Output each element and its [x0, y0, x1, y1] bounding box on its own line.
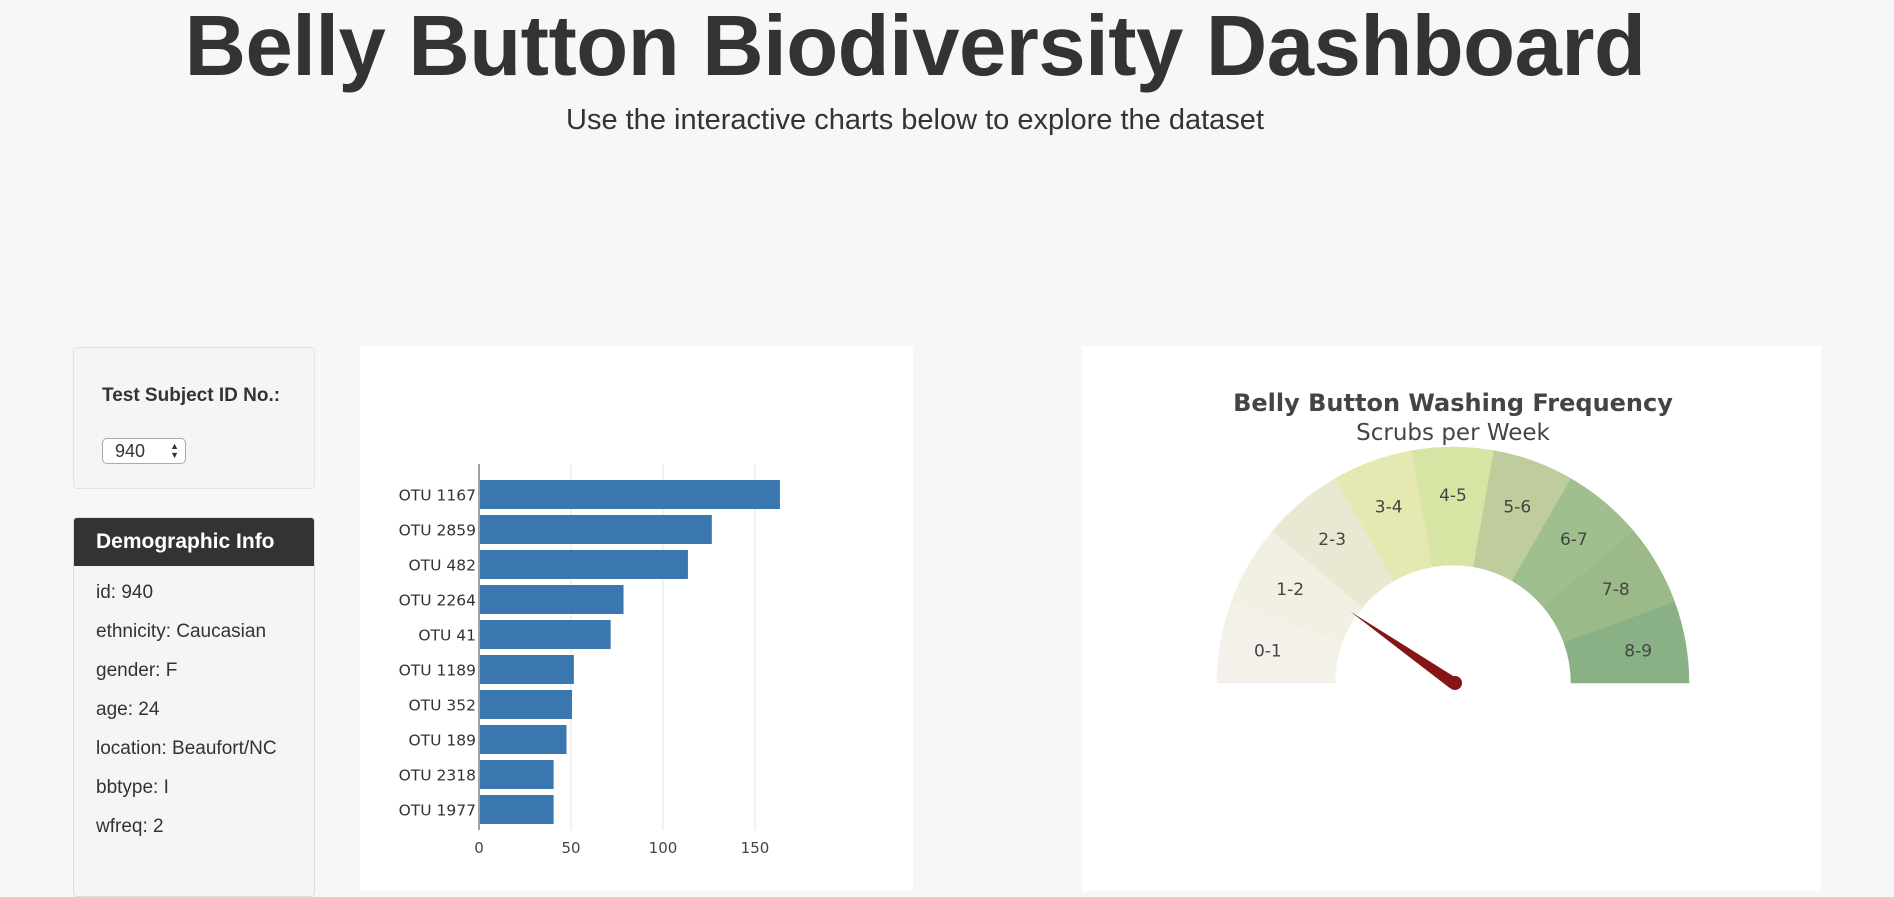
- gauge-section-label: 6-7: [1560, 530, 1588, 550]
- gauge-section-label: 2-3: [1318, 530, 1346, 550]
- gauge-section-label: 1-2: [1276, 580, 1304, 600]
- demographic-info-panel: Demographic Info id: 940 ethnicity: Cauc…: [73, 517, 315, 897]
- y-tick-label: OTU 189: [408, 732, 476, 750]
- gauge-section: [1563, 601, 1690, 684]
- select-arrows-icon: ▲ ▼: [170, 441, 179, 460]
- washing-frequency-gauge-card: Belly Button Washing Frequency Scrubs per…: [1082, 346, 1821, 891]
- bar: [480, 550, 688, 579]
- x-tick-label: 100: [649, 839, 678, 857]
- demographic-item-gender: gender: F: [96, 660, 178, 681]
- demographic-item-ethnicity: ethnicity: Caucasian: [96, 621, 267, 642]
- gauge-title: Belly Button Washing Frequency: [1233, 389, 1673, 417]
- top-otu-bar-chart-card: 0 50 100 150 OTU 1167 OTU 2859 OTU 482 OTU 2264…: [360, 346, 913, 891]
- page-title: Belly Button Biodiversity Dashboard: [184, 0, 1646, 94]
- bar: [480, 515, 712, 544]
- y-tick-label: OTU 352: [408, 697, 476, 715]
- demographic-item-wfreq: wfreq: 2: [96, 816, 164, 837]
- subject-id-selected-value: 940: [115, 441, 146, 461]
- bar: [480, 795, 554, 824]
- y-tick-label: OTU 41: [418, 627, 476, 645]
- bar: [480, 760, 554, 789]
- bar: [480, 655, 574, 684]
- x-tick-label: 0: [474, 839, 484, 857]
- header-jumbotron: Belly Button Biodiversity Dashboard Use …: [0, 0, 1830, 137]
- bar: [480, 725, 567, 754]
- demographic-item-id: id: 940: [96, 582, 154, 603]
- top-otu-bar-chart[interactable]: 0 50 100 150 OTU 1167 OTU 2859 OTU 482 OTU 2264…: [360, 346, 913, 891]
- x-tick-label: 50: [561, 839, 580, 857]
- y-tick-label: OTU 2859: [399, 522, 476, 540]
- y-tick-label: OTU 482: [408, 557, 476, 575]
- gauge-section-label: 8-9: [1624, 641, 1652, 661]
- demographic-info-heading: Demographic Info: [74, 518, 314, 566]
- bar: [480, 585, 624, 614]
- y-tick-label: OTU 1167: [399, 487, 476, 505]
- y-tick-label: OTU 1977: [399, 802, 476, 820]
- subject-selector-panel: Test Subject ID No.: 940 ▲ ▼: [73, 347, 315, 489]
- bar: [480, 620, 611, 649]
- gauge-section-label: 5-6: [1503, 497, 1531, 517]
- gauge-subtitle: Scrubs per Week: [1356, 420, 1550, 446]
- gauge-needle: [1350, 611, 1457, 688]
- y-tick-label: OTU 2264: [399, 592, 476, 610]
- bar: [480, 480, 780, 509]
- subject-id-select[interactable]: 940 ▲ ▼: [102, 438, 186, 464]
- page-subtitle: Use the interactive charts below to expl…: [566, 104, 1264, 136]
- demographic-info-body: id: 940 ethnicity: Caucasian gender: F a…: [74, 566, 314, 840]
- y-tick-label: OTU 1189: [399, 662, 476, 680]
- gauge-needle-hub: [1448, 676, 1462, 690]
- gauge-section-label: 3-4: [1375, 497, 1403, 517]
- washing-frequency-gauge[interactable]: Belly Button Washing Frequency Scrubs per…: [1082, 346, 1821, 891]
- demographic-item-bbtype: bbtype: I: [96, 777, 169, 798]
- demographic-item-age: age: 24: [96, 699, 160, 720]
- subject-selector-label: Test Subject ID No.:: [102, 385, 281, 406]
- gauge-section-label: 0-1: [1254, 641, 1282, 661]
- x-tick-label: 150: [741, 839, 770, 857]
- gauge-section-label: 7-8: [1602, 580, 1630, 600]
- demographic-item-location: location: Beaufort/NC: [96, 738, 277, 759]
- bar: [480, 690, 572, 719]
- gauge-section-label: 4-5: [1439, 486, 1467, 506]
- y-tick-label: OTU 2318: [399, 767, 476, 785]
